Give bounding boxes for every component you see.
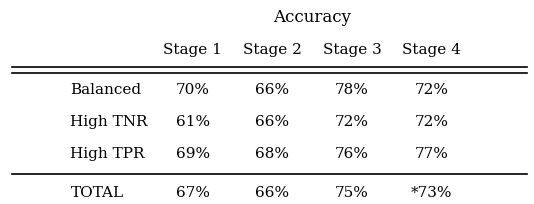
Text: Stage 1: Stage 1 [163,43,222,57]
Text: 66%: 66% [255,115,289,129]
Text: 72%: 72% [415,115,449,129]
Text: 76%: 76% [335,147,369,161]
Text: Stage 3: Stage 3 [323,43,381,57]
Text: 66%: 66% [255,186,289,200]
Text: 72%: 72% [415,83,449,97]
Text: 66%: 66% [255,83,289,97]
Text: 78%: 78% [335,83,369,97]
Text: 69%: 69% [176,147,210,161]
Text: High TNR: High TNR [70,115,148,129]
Text: 72%: 72% [335,115,369,129]
Text: TOTAL: TOTAL [70,186,123,200]
Text: *73%: *73% [411,186,452,200]
Text: 67%: 67% [176,186,210,200]
Text: 61%: 61% [176,115,210,129]
Text: Balanced: Balanced [70,83,142,97]
Text: 68%: 68% [255,147,289,161]
Text: High TPR: High TPR [70,147,145,161]
Text: Stage 4: Stage 4 [402,43,461,57]
Text: 77%: 77% [415,147,449,161]
Text: 75%: 75% [335,186,369,200]
Text: 70%: 70% [176,83,210,97]
Text: Stage 2: Stage 2 [243,43,302,57]
Text: Accuracy: Accuracy [273,9,351,26]
